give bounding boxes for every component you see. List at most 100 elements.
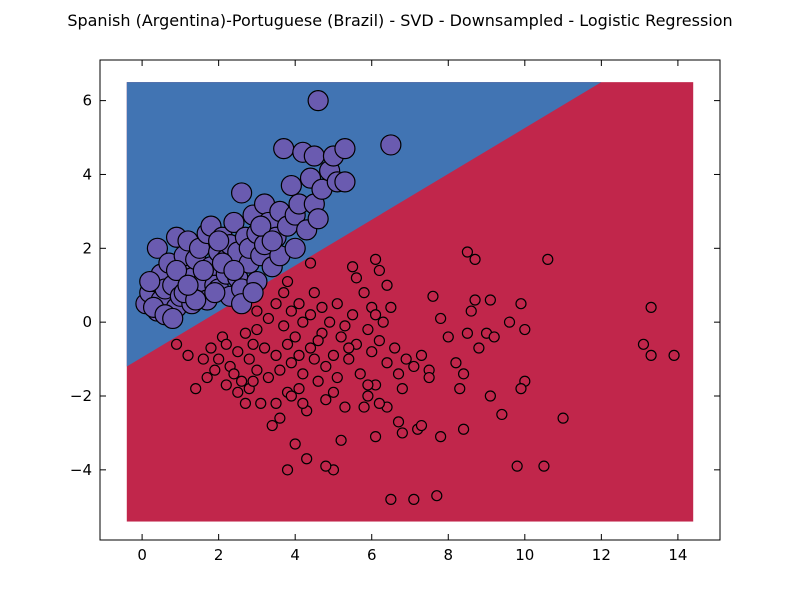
series-0-point (289, 331, 301, 343)
series-0-point (251, 305, 263, 317)
series-0-point (228, 368, 240, 380)
series-1-point (307, 90, 329, 112)
series-0-point (297, 397, 309, 409)
series-0-point (369, 253, 382, 265)
series-1-point (165, 259, 188, 282)
y-tick-label: −2 (70, 387, 92, 405)
x-tick-label: 10 (515, 546, 534, 564)
series-0-point (293, 298, 305, 310)
series-0-point (457, 423, 470, 435)
series-0-point (316, 301, 328, 313)
y-axis: −4 −2 0 2 4 6 (70, 92, 720, 479)
series-0-point (369, 309, 382, 321)
series-0-point (320, 360, 332, 373)
plot-frame (99, 59, 721, 541)
series-0-point (423, 371, 435, 384)
x-tick-label: 4 (290, 546, 300, 564)
series-0-point (385, 301, 397, 313)
series-1-point (273, 138, 295, 160)
y-tick-label: 4 (82, 165, 92, 183)
series-0-point (373, 264, 385, 277)
series-0-point (232, 346, 244, 358)
series-0-point (362, 379, 374, 391)
series-0-point (346, 309, 359, 321)
series-0-point (377, 316, 389, 328)
series-0-point (346, 261, 359, 273)
series-0-point (190, 383, 202, 395)
series-0-point (454, 383, 466, 395)
x-tick-label: 6 (367, 546, 377, 564)
series-1-point (223, 211, 245, 234)
series-0-point (209, 364, 221, 376)
series-0-point (369, 431, 382, 443)
series-0-point (542, 253, 554, 265)
series-0-point (488, 331, 500, 343)
series-0-point (392, 368, 405, 380)
series-0-point (385, 493, 397, 505)
series-0-point (293, 383, 305, 395)
series-0-point (339, 401, 351, 413)
series-0-point (258, 342, 271, 354)
series-0-point (278, 320, 290, 332)
series-1-point (380, 134, 402, 156)
series-0-point (285, 390, 297, 402)
series-0-point (274, 364, 286, 376)
series-0-point (205, 342, 217, 354)
series-0-point (362, 390, 374, 402)
series-0-point (320, 460, 332, 472)
series-0-point (262, 371, 274, 384)
series-0-point (389, 342, 401, 354)
series-0-point (557, 412, 569, 424)
series-0-point (297, 316, 309, 328)
x-axis: 0 2 4 6 8 10 12 14 (137, 60, 687, 564)
series-0-point (289, 438, 301, 450)
series-0-point (270, 298, 282, 310)
series-0-point (182, 349, 194, 361)
series-0-point (392, 416, 405, 428)
series-0-point (274, 412, 286, 424)
series-0-point (358, 401, 370, 413)
series-0-point (320, 394, 332, 406)
series-0-point (431, 490, 443, 502)
series-1-point (146, 237, 169, 259)
chart-title: Spanish (Argentina)-Portuguese (Brazil) … (67, 11, 732, 30)
series-1-point (204, 282, 226, 304)
series-1-point (208, 230, 230, 252)
series-0-point (285, 357, 297, 369)
series-0-point (281, 464, 294, 476)
series-0-point (301, 453, 313, 465)
series-0-point (304, 342, 317, 354)
series-0-point (362, 323, 374, 336)
series-0-point (293, 349, 305, 361)
series-0-point (270, 397, 282, 409)
series-0-point (239, 397, 252, 409)
series-1-point (177, 274, 199, 296)
series-1-point (261, 230, 283, 252)
series-0-point (331, 371, 343, 384)
series-0-point (408, 360, 420, 373)
series-0-point (343, 342, 355, 354)
series-0-point (354, 368, 366, 380)
series-0-point (236, 375, 248, 387)
series-0-point (538, 460, 550, 472)
series-0-point (496, 408, 508, 421)
series-0-point (373, 335, 385, 347)
y-tick-label: 0 (82, 313, 92, 331)
series-0-point (239, 327, 252, 339)
decision-region (126, 82, 694, 522)
series-0-point (469, 253, 481, 265)
y-tick-label: −4 (70, 461, 92, 479)
series-0-point (350, 272, 363, 284)
y-tick-label: 2 (82, 239, 92, 257)
series-1-point (139, 270, 161, 293)
series-1-point (307, 208, 329, 230)
series-0-point (381, 279, 393, 291)
series-0-point (281, 275, 294, 288)
series-0-point (645, 301, 657, 313)
series-0-point (278, 287, 290, 299)
series-0-point (415, 349, 428, 361)
region-upper-class (126, 82, 602, 367)
series-0-point (281, 338, 294, 350)
x-tick-label: 0 (137, 546, 147, 564)
series-0-point (442, 331, 454, 343)
